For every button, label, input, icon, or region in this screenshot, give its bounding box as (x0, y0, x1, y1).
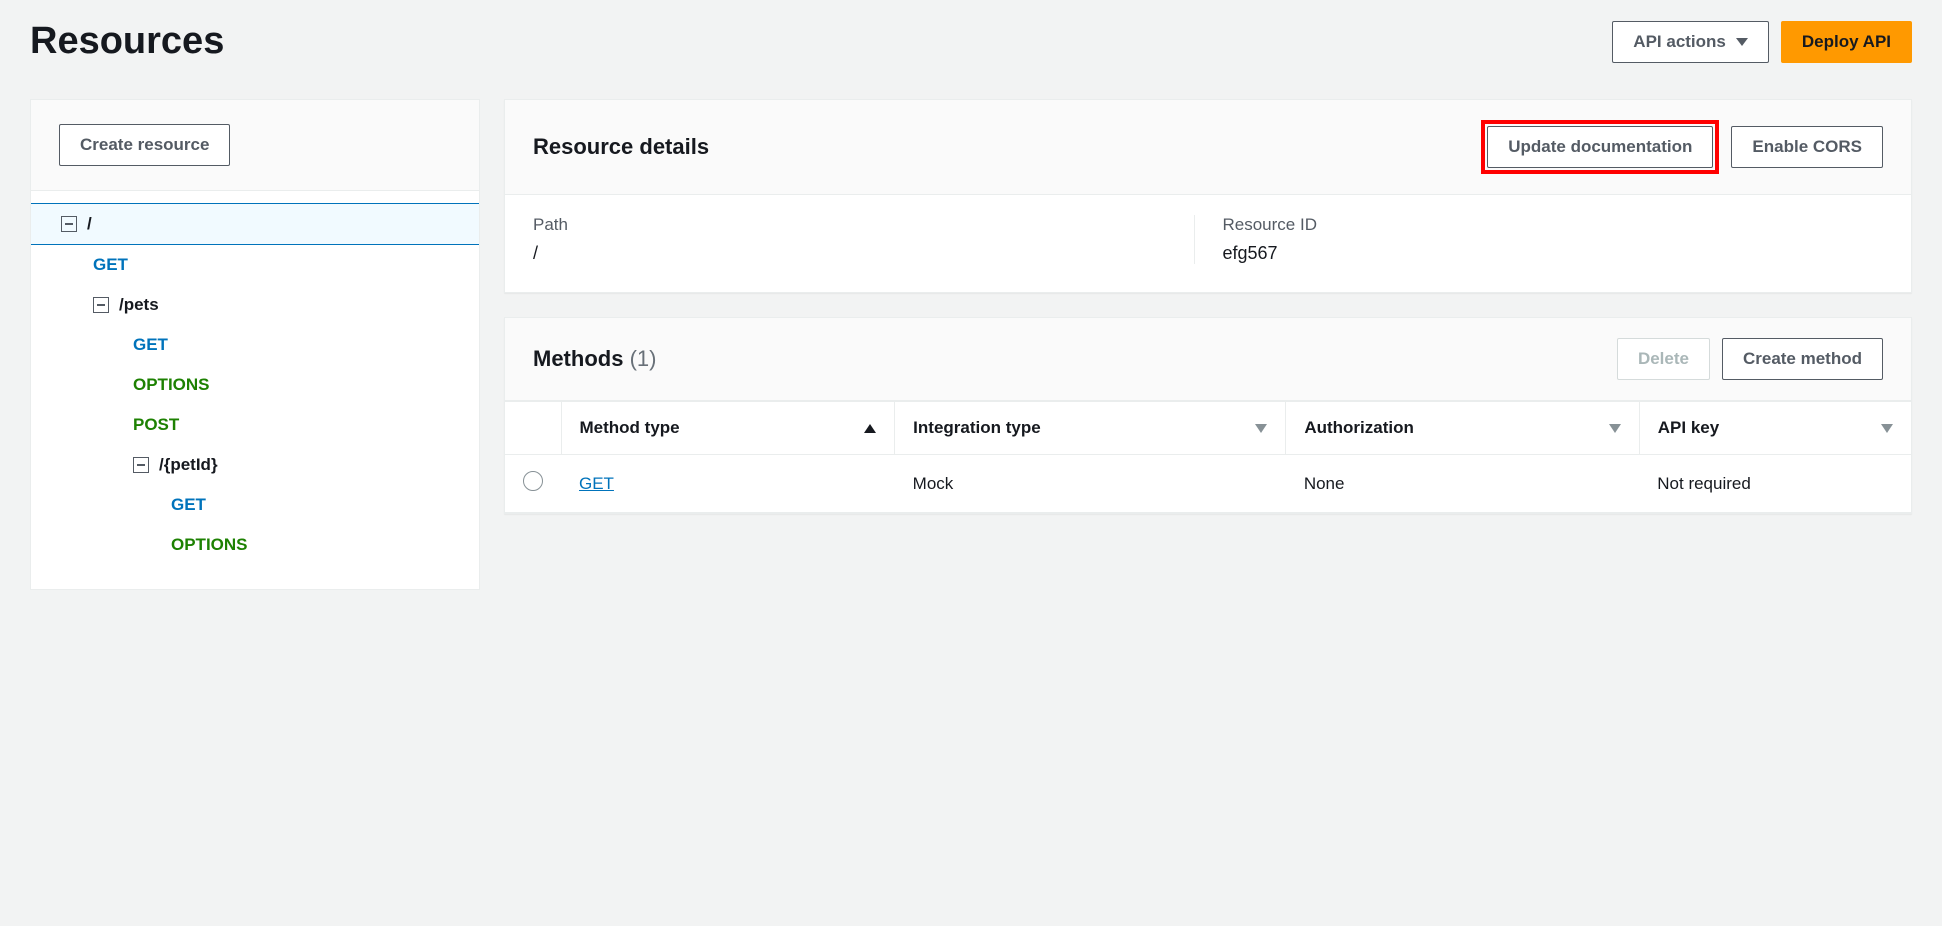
col-method-type[interactable]: Method type (561, 402, 895, 455)
tree-item-petid-get[interactable]: GET (31, 485, 479, 525)
tree-item-root-get[interactable]: GET (31, 245, 479, 285)
col-integration-type[interactable]: Integration type (895, 402, 1286, 455)
api-key-cell: Not required (1639, 455, 1911, 513)
methods-count: (1) (630, 346, 657, 371)
authorization-cell: None (1286, 455, 1639, 513)
highlight-box: Update documentation (1481, 120, 1719, 174)
col-select (505, 402, 561, 455)
method-label: GET (133, 335, 168, 355)
resource-id-value: efg567 (1223, 243, 1864, 264)
page-title: Resources (30, 20, 224, 63)
sort-icon (1881, 424, 1893, 433)
tree-item-petid-options[interactable]: OPTIONS (31, 525, 479, 565)
col-label: Integration type (913, 418, 1041, 438)
create-resource-button[interactable]: Create resource (59, 124, 230, 166)
col-api-key[interactable]: API key (1639, 402, 1911, 455)
col-label: Method type (580, 418, 680, 438)
collapse-icon[interactable] (61, 216, 77, 232)
tree-label: /{petId} (159, 455, 218, 475)
sort-icon (1255, 424, 1267, 433)
header-actions: API actions Deploy API (1612, 21, 1912, 63)
resource-id-label: Resource ID (1223, 215, 1864, 235)
method-label: POST (133, 415, 179, 435)
resources-sidebar: Create resource / GET /pets GET OPTIONS … (30, 99, 480, 590)
delete-method-button[interactable]: Delete (1617, 338, 1710, 380)
collapse-icon[interactable] (133, 457, 149, 473)
path-value: / (533, 243, 1174, 264)
col-authorization[interactable]: Authorization (1286, 402, 1639, 455)
sort-icon (1609, 424, 1621, 433)
tree-item-pets[interactable]: /pets (31, 285, 479, 325)
enable-cors-button[interactable]: Enable CORS (1731, 126, 1883, 168)
methods-title: Methods (1) (533, 346, 656, 372)
row-select-radio[interactable] (523, 471, 543, 491)
resource-tree: / GET /pets GET OPTIONS POST /{petId} (31, 191, 479, 589)
api-actions-label: API actions (1633, 32, 1726, 52)
tree-item-root[interactable]: / (31, 203, 479, 245)
tree-label: / (87, 214, 92, 234)
deploy-api-button[interactable]: Deploy API (1781, 21, 1912, 63)
method-label: GET (171, 495, 206, 515)
resource-details-panel: Resource details Update documentation En… (504, 99, 1912, 293)
integration-cell: Mock (895, 455, 1286, 513)
method-label: OPTIONS (171, 535, 248, 555)
method-label: GET (93, 255, 128, 275)
table-row: GET Mock None Not required (505, 455, 1911, 513)
update-documentation-button[interactable]: Update documentation (1487, 126, 1713, 168)
methods-title-text: Methods (533, 346, 623, 371)
collapse-icon[interactable] (93, 297, 109, 313)
sort-asc-icon (864, 424, 876, 433)
methods-table: Method type Integration type (505, 401, 1911, 513)
methods-panel: Methods (1) Delete Create method Method … (504, 317, 1912, 514)
tree-label: /pets (119, 295, 159, 315)
create-method-button[interactable]: Create method (1722, 338, 1883, 380)
tree-item-pets-post[interactable]: POST (31, 405, 479, 445)
api-actions-button[interactable]: API actions (1612, 21, 1769, 63)
path-label: Path (533, 215, 1174, 235)
resource-details-title: Resource details (533, 134, 709, 160)
caret-down-icon (1736, 38, 1748, 46)
tree-item-petid[interactable]: /{petId} (31, 445, 479, 485)
col-label: Authorization (1304, 418, 1414, 438)
col-label: API key (1658, 418, 1719, 438)
tree-item-pets-options[interactable]: OPTIONS (31, 365, 479, 405)
tree-item-pets-get[interactable]: GET (31, 325, 479, 365)
method-link[interactable]: GET (579, 474, 614, 493)
method-label: OPTIONS (133, 375, 210, 395)
